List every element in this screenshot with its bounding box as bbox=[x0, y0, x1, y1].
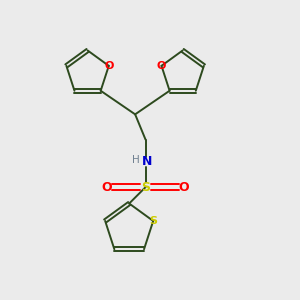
Text: H: H bbox=[132, 154, 140, 164]
Text: O: O bbox=[102, 181, 112, 194]
Text: O: O bbox=[157, 61, 166, 71]
Text: S: S bbox=[149, 216, 157, 226]
Text: O: O bbox=[104, 61, 113, 71]
Text: S: S bbox=[141, 181, 150, 194]
Text: O: O bbox=[179, 181, 190, 194]
Text: N: N bbox=[142, 155, 152, 168]
